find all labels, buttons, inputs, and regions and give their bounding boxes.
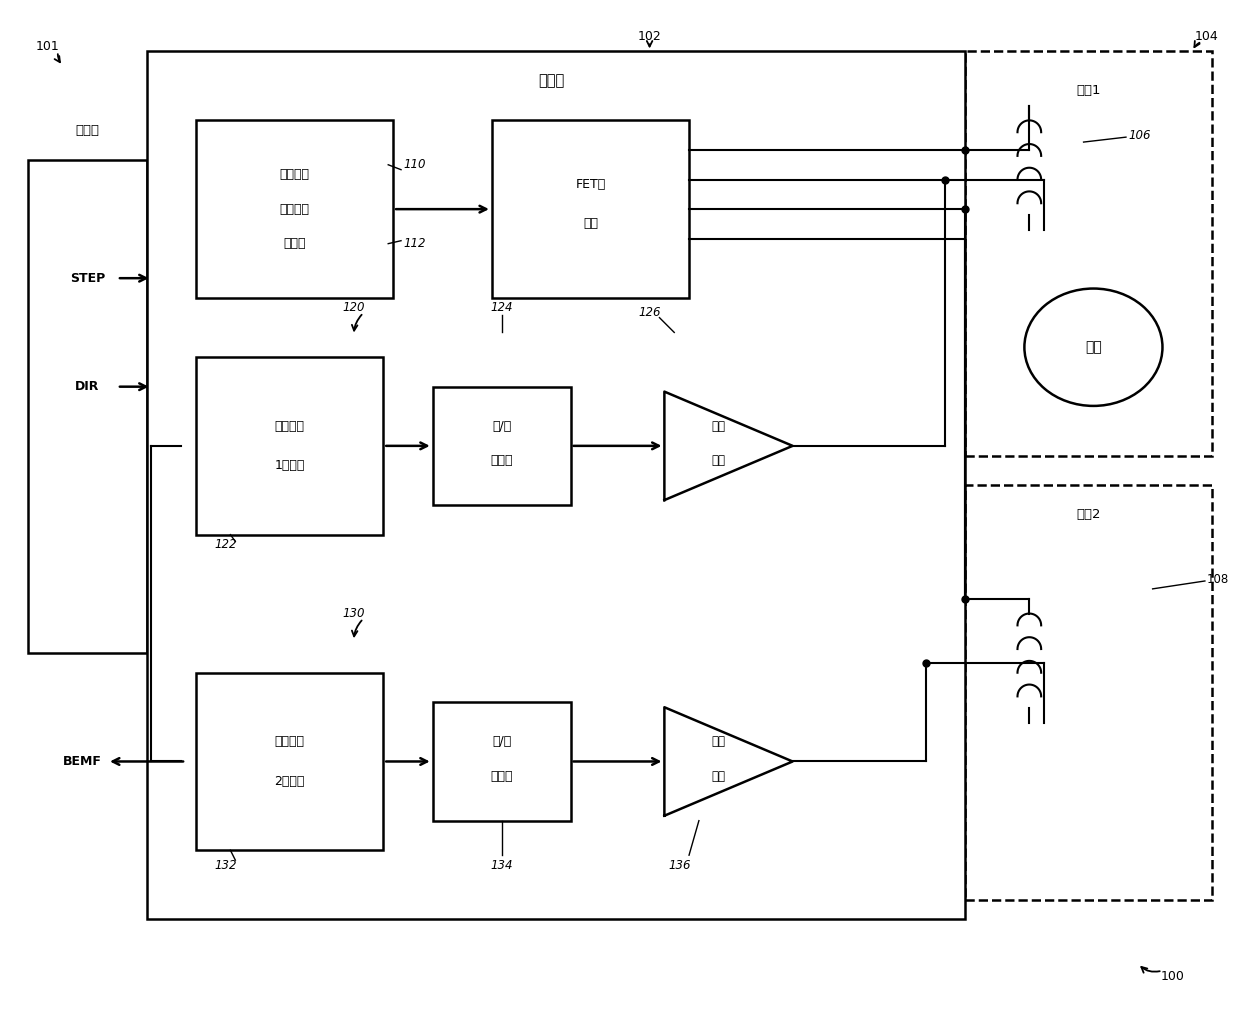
FancyBboxPatch shape — [196, 121, 393, 298]
Text: 度调制: 度调制 — [283, 238, 306, 250]
FancyBboxPatch shape — [433, 387, 570, 505]
FancyBboxPatch shape — [433, 702, 570, 821]
Text: 电机: 电机 — [1085, 340, 1102, 354]
Text: 136: 136 — [668, 859, 691, 872]
FancyBboxPatch shape — [29, 159, 146, 653]
Text: 前端: 前端 — [712, 769, 725, 783]
Text: 124: 124 — [490, 301, 513, 315]
Text: 122: 122 — [215, 538, 237, 551]
FancyBboxPatch shape — [965, 52, 1211, 456]
Text: 动器: 动器 — [583, 217, 598, 230]
Text: 130: 130 — [342, 607, 365, 620]
Text: 电流斩波: 电流斩波 — [279, 168, 310, 181]
Text: 器脉冲宽: 器脉冲宽 — [279, 203, 310, 215]
FancyBboxPatch shape — [146, 52, 965, 920]
Text: 134: 134 — [490, 859, 513, 872]
Text: 转换器: 转换器 — [490, 454, 513, 467]
Text: 模拟: 模拟 — [712, 419, 725, 432]
FancyBboxPatch shape — [965, 485, 1211, 899]
Text: 线圈1: 线圈1 — [1076, 84, 1101, 97]
FancyBboxPatch shape — [176, 337, 955, 564]
Polygon shape — [665, 707, 792, 816]
Text: FET驱: FET驱 — [575, 178, 605, 191]
Text: 反电动势: 反电动势 — [274, 419, 305, 432]
FancyBboxPatch shape — [492, 121, 689, 298]
Text: 转换器: 转换器 — [490, 769, 513, 783]
Text: 108: 108 — [1207, 572, 1229, 586]
FancyBboxPatch shape — [196, 673, 383, 851]
Text: 反电动势: 反电动势 — [274, 735, 305, 748]
Text: 106: 106 — [1128, 129, 1151, 142]
Text: 112: 112 — [403, 238, 425, 250]
Text: 110: 110 — [403, 158, 425, 172]
Text: 1监测器: 1监测器 — [274, 459, 305, 472]
Text: 前端: 前端 — [712, 454, 725, 467]
Text: 120: 120 — [342, 301, 365, 315]
Text: 模/数: 模/数 — [492, 419, 511, 432]
Text: 132: 132 — [215, 859, 237, 872]
Text: 102: 102 — [637, 30, 661, 43]
Text: 104: 104 — [1195, 30, 1219, 43]
Text: 模拟: 模拟 — [712, 735, 725, 748]
Text: STEP: STEP — [69, 272, 105, 284]
Text: 100: 100 — [1161, 970, 1184, 983]
Text: 2监测器: 2监测器 — [274, 774, 305, 788]
FancyBboxPatch shape — [196, 357, 383, 535]
Text: BEMF: BEMF — [63, 755, 102, 768]
Text: DIR: DIR — [76, 381, 99, 393]
Polygon shape — [665, 392, 792, 500]
Text: 控制器: 控制器 — [76, 124, 99, 137]
FancyBboxPatch shape — [176, 644, 955, 880]
Text: 驱动器: 驱动器 — [538, 73, 564, 88]
Text: 126: 126 — [639, 307, 661, 319]
Text: 模/数: 模/数 — [492, 735, 511, 748]
Text: 101: 101 — [36, 40, 60, 53]
Text: 线圈2: 线圈2 — [1076, 509, 1101, 522]
